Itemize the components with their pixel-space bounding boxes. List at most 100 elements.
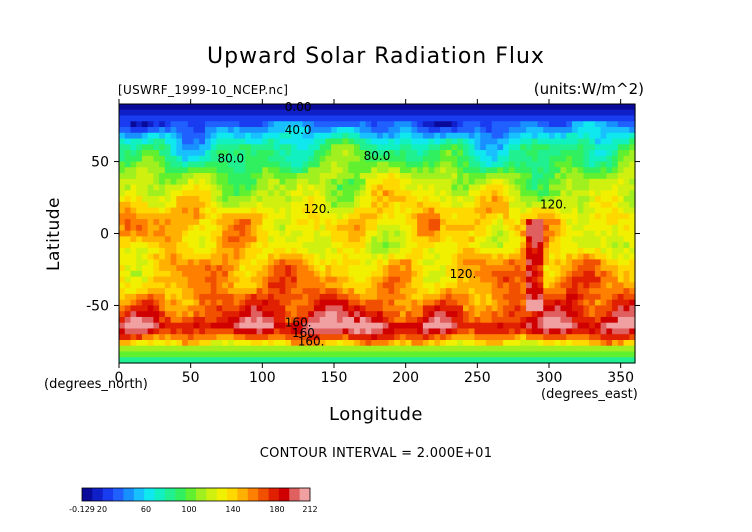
heatmap-cell [606,115,613,122]
heatmap-cell [428,109,435,117]
heatmap-cell [285,253,292,260]
heatmap-cell [428,115,435,122]
heatmap-cell [503,334,510,341]
heatmap-cell [474,259,481,266]
heatmap-cell [147,127,154,134]
heatmap-cell [480,224,487,232]
heatmap-cell [388,196,395,203]
heatmap-cell [554,242,562,249]
heatmap-cell [377,328,384,335]
x-tick-label: 0 [115,370,124,386]
heatmap-cell [612,276,619,284]
heatmap-cell [612,322,619,330]
heatmap-cell [417,316,424,324]
heatmap-cell [250,305,258,312]
heatmap-cell [405,242,412,249]
heatmap-cell [612,213,619,220]
heatmap-cell [359,345,367,353]
heatmap-cell [485,282,493,289]
heatmap-cell [583,104,590,111]
heatmap-cell [549,196,556,203]
heatmap-cell [577,247,584,255]
heatmap-cell [612,253,619,260]
heatmap-cell [537,242,544,249]
heatmap-cell [394,201,401,209]
heatmap-cell [480,236,487,243]
heatmap-cell [571,219,579,226]
heatmap-cell [571,144,579,151]
heatmap-cell [549,109,556,117]
heatmap-cell [250,173,258,180]
heatmap-cell [560,259,567,266]
heatmap-cell [612,121,619,128]
heatmap-cell [359,288,367,295]
heatmap-cell [170,167,177,174]
heatmap-cell [291,282,298,289]
heatmap-cell [141,155,149,163]
heatmap-cell [250,259,258,266]
heatmap-cell [182,196,189,203]
heatmap-cell [365,184,372,191]
heatmap-cell [503,311,510,318]
heatmap-cell [514,242,521,249]
heatmap-cell [319,322,326,330]
heatmap-cell [537,132,544,140]
heatmap-cell [371,219,378,226]
heatmap-cell [468,253,476,260]
heatmap-cell [279,213,286,220]
heatmap-cell [445,196,453,203]
heatmap-cell [480,132,487,140]
heatmap-cell [451,247,458,255]
heatmap-cell [205,127,212,134]
heatmap-cell [262,357,269,364]
heatmap-cell [617,259,625,266]
heatmap-cell [239,132,246,140]
heatmap-cell [296,282,304,289]
heatmap-cell [147,351,154,358]
heatmap-cell [537,230,544,237]
heatmap-cell [503,144,510,151]
heatmap-cell [187,115,195,122]
heatmap-cell [119,104,126,111]
heatmap-cell [319,288,326,295]
heatmap-cell [491,150,498,157]
heatmap-cell [428,201,435,209]
heatmap-cell [503,224,510,232]
heatmap-cell [331,144,338,151]
heatmap-cell [336,311,344,318]
x-tick-label: 250 [464,370,491,386]
heatmap-cell [474,104,481,111]
heatmap-cell [216,253,223,260]
heatmap-cell [348,305,355,312]
heatmap-cell [170,155,177,163]
heatmap-cell [313,219,321,226]
heatmap-cell [451,299,458,307]
heatmap-cell [629,109,636,117]
heatmap-cell [445,253,453,260]
heatmap-cell [182,276,189,284]
heatmap-cell [485,328,493,335]
heatmap-cell [147,265,154,272]
heatmap-cell [428,293,435,301]
heatmap-cell [319,161,326,168]
heatmap-cell [422,311,430,318]
heatmap-cell [428,242,435,249]
heatmap-cell [291,190,298,197]
heatmap-cell [159,167,166,174]
heatmap-cell [216,230,223,237]
heatmap-cell [583,167,590,174]
heatmap-cell [531,178,539,186]
heatmap-cell [262,299,269,307]
heatmap-cell [342,127,349,134]
heatmap-cell [199,184,206,191]
heatmap-cell [354,196,361,203]
heatmap-cell [623,311,630,318]
heatmap-cell [268,339,275,347]
heatmap-cell [159,351,166,358]
heatmap-cell [382,334,390,341]
heatmap-cell [399,339,407,347]
heatmap-cell [256,219,263,226]
heatmap-cell [216,115,223,122]
heatmap-cell [600,345,607,353]
heatmap-cell [210,127,218,134]
